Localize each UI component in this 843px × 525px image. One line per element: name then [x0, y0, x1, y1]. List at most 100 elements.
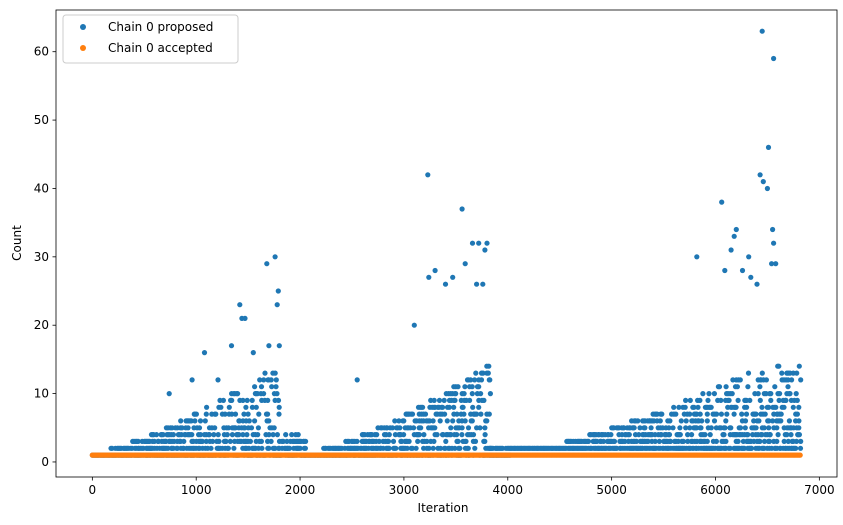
proposed-point: [420, 404, 426, 410]
proposed-point: [666, 432, 673, 438]
proposed-point: [430, 418, 436, 424]
proposed-point: [454, 411, 460, 417]
proposed-point: [404, 445, 410, 451]
proposed-point: [469, 384, 475, 390]
proposed-point: [425, 172, 431, 178]
proposed-point: [396, 418, 402, 424]
proposed-point: [269, 384, 275, 390]
proposed-point: [716, 384, 723, 390]
proposed-point: [297, 445, 303, 451]
proposed-point: [778, 411, 784, 417]
proposed-point: [670, 425, 676, 431]
proposed-point: [463, 438, 469, 444]
proposed-point: [704, 438, 710, 444]
proposed-point: [474, 281, 480, 287]
proposed-point: [240, 397, 246, 403]
proposed-point: [794, 411, 801, 417]
proposed-point: [401, 432, 407, 438]
proposed-point: [793, 391, 799, 397]
proposed-point: [636, 432, 642, 438]
proposed-point: [434, 432, 440, 438]
proposed-point: [462, 418, 468, 424]
proposed-point: [401, 418, 407, 424]
proposed-point: [754, 281, 760, 287]
proposed-point: [764, 185, 771, 192]
proposed-point: [242, 425, 248, 431]
proposed-point: [480, 370, 486, 376]
proposed-point: [236, 432, 242, 438]
proposed-point: [768, 397, 774, 403]
proposed-point: [757, 397, 763, 403]
proposed-point: [687, 425, 693, 431]
proposed-point: [760, 179, 766, 185]
proposed-point: [796, 418, 802, 424]
proposed-point: [708, 404, 714, 410]
proposed-point: [450, 418, 456, 424]
proposed-point: [179, 425, 185, 431]
proposed-point: [789, 377, 795, 383]
proposed-point: [442, 281, 449, 287]
proposed-point: [677, 432, 683, 438]
proposed-point: [737, 377, 743, 383]
proposed-point: [790, 404, 796, 410]
proposed-point: [713, 438, 720, 444]
proposed-point: [676, 404, 682, 410]
proposed-point: [135, 438, 141, 444]
proposed-point: [747, 397, 753, 403]
proposed-point: [697, 397, 703, 403]
proposed-point: [735, 397, 741, 403]
proposed-point: [793, 438, 800, 444]
proposed-point: [426, 445, 432, 451]
proposed-point: [714, 411, 720, 417]
proposed-point: [719, 199, 725, 205]
proposed-point: [673, 411, 679, 417]
proposed-point: [212, 425, 218, 431]
proposed-point: [241, 411, 247, 417]
proposed-point: [777, 391, 783, 397]
proposed-point: [678, 418, 684, 424]
proposed-point: [748, 274, 754, 280]
proposed-point: [735, 438, 741, 444]
proposed-point: [742, 425, 748, 431]
proposed-point: [718, 397, 724, 403]
proposed-point: [633, 438, 640, 444]
proposed-point: [683, 397, 689, 403]
proposed-point: [422, 411, 429, 417]
proposed-point: [252, 418, 258, 424]
proposed-point: [482, 438, 488, 444]
proposed-point: [687, 411, 693, 417]
proposed-point: [229, 397, 235, 403]
proposed-point: [698, 425, 704, 431]
proposed-point: [767, 432, 773, 438]
proposed-point: [181, 438, 187, 444]
proposed-point: [761, 425, 767, 431]
proposed-point: [262, 370, 268, 376]
proposed-point: [776, 363, 782, 369]
proposed-point: [264, 261, 270, 267]
proposed-point: [437, 418, 443, 424]
proposed-point: [733, 404, 739, 410]
proposed-point: [250, 350, 256, 356]
proposed-point: [170, 432, 176, 438]
proposed-point: [235, 391, 241, 397]
proposed-point: [765, 144, 772, 150]
legend-label-accepted: Chain 0 accepted: [108, 41, 213, 55]
proposed-point: [472, 377, 478, 383]
proposed-point: [766, 425, 772, 431]
proposed-point: [411, 425, 417, 431]
proposed-point: [462, 261, 468, 267]
proposed-point: [766, 438, 773, 444]
proposed-point: [759, 370, 765, 376]
proposed-point: [473, 370, 479, 376]
proposed-point: [228, 343, 235, 349]
proposed-point: [478, 377, 485, 383]
proposed-point: [411, 322, 417, 328]
proposed-point: [470, 432, 477, 438]
proposed-point: [608, 432, 614, 438]
proposed-point: [203, 411, 209, 417]
accepted-point: [797, 452, 803, 458]
proposed-point: [689, 432, 695, 438]
proposed-point: [409, 411, 416, 417]
proposed-point: [731, 411, 737, 417]
